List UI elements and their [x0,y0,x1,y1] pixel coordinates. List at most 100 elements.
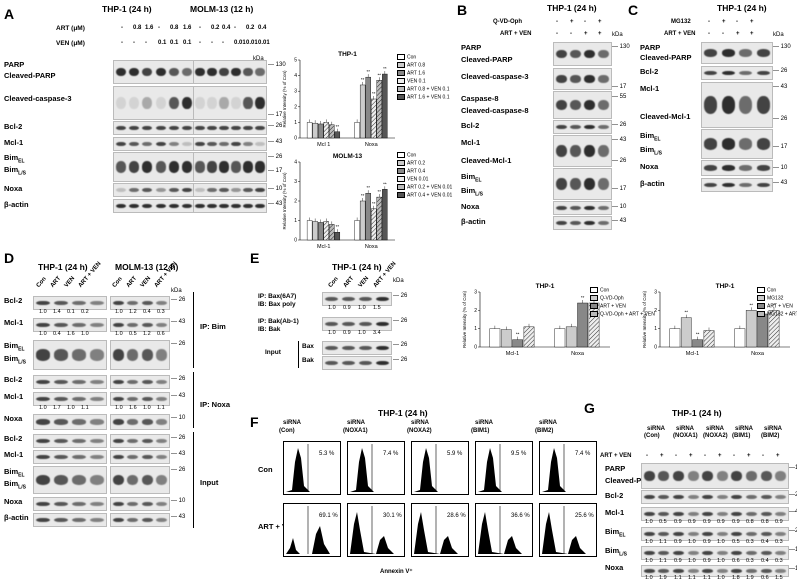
sig-marker: ** [684,310,688,315]
panel-b-sign: + [598,31,602,37]
band [731,471,743,481]
band [141,349,153,361]
bar-art-ven [692,339,703,348]
panel-g-blot-label: PARP [605,464,626,473]
panel-g-blot-label: Noxa [605,563,624,572]
legend-swatch [590,303,598,309]
panel-e-label: Input [265,349,281,356]
panel-d-blot-right [110,414,170,430]
sig-marker: ** [581,295,585,300]
panel-d-blot-right [110,318,170,332]
band [115,161,126,173]
band [90,379,104,385]
band [359,321,372,327]
band [231,203,241,209]
band [195,67,205,77]
sig-marker: ** [336,124,340,129]
panel-c-sign: - [722,31,724,37]
panel-b-blot-label: Cleaved-caspase-3 [461,72,529,81]
panel-g-quant: 0.9 [674,519,682,525]
band [716,569,728,573]
panel-b-blot [553,68,612,90]
band [128,141,140,147]
band [142,161,153,173]
panel-g-blot [641,527,789,541]
panel-d-lane-label-r: ART [125,275,139,289]
panel-a-ven-sign: 0.1 [170,40,179,46]
bar-hatch [768,310,780,347]
panel-c-blot-label: BimEL [640,131,661,143]
band [760,494,772,500]
panel-f-histogram [347,503,405,557]
panel-a-marker: — 10 [268,186,283,192]
band [598,99,610,111]
band [716,471,728,481]
panel-a-kda: kDa [253,56,264,62]
panel-d-input: Input [200,478,219,487]
band [643,569,655,573]
panel-c-blot-label: Noxa [640,162,659,171]
panel-f-title: THP-1 (24 h) [378,408,428,418]
legend-swatch [397,184,405,190]
panel-c-marker: — 130 [773,44,791,50]
panel-d-quant-left: 1.1 [81,405,89,411]
panel-e-label: IP: Bax(6A7) [258,293,297,300]
band [704,182,718,188]
panel-f-histogram [475,441,533,495]
panel-letter-e: E [250,250,260,266]
band [54,419,68,425]
band [756,165,770,171]
panel-e-label: Bak [302,357,314,364]
panel-b-blot-label: Caspase-8 [461,94,499,103]
panel-c-marker: — 43 [773,84,788,90]
bar-art-1-6 [318,123,324,139]
panel-g-quant: 1.1 [674,575,682,581]
panel-b-blot-label: Cleaved-caspase-8 [461,106,529,115]
panel-d-blot-label: Mcl-1 [4,318,24,327]
panel-e-bracket [298,341,299,368]
panel-g-quant: 0.9 [717,519,725,525]
band [207,96,217,110]
panel-g-quant: 1.0 [717,575,725,581]
legend-entry: ART + VEN [757,303,793,309]
bar-hatch [329,224,335,240]
histogram-plot [542,444,566,492]
histogram-shape [414,448,438,492]
panel-c-sign: + [750,31,754,37]
band [127,474,139,486]
chart-title: THP-1 [338,51,357,58]
band [156,438,168,444]
panel-c-sign: + [736,31,740,37]
band [112,322,124,328]
band [90,517,104,523]
band [687,511,699,517]
panel-c-sign: - [708,31,710,37]
band [112,501,124,507]
legend-swatch [757,311,765,317]
band [643,531,655,537]
band [672,511,685,517]
panel-a-blot-right [193,86,267,120]
band [569,145,581,157]
panel-a-art-sign: - [121,25,123,31]
legend-label: Con [407,54,417,61]
x-tick-label: Mcl-1 [506,351,519,357]
panel-a-blot-label: Noxa [4,184,23,193]
panel-f-percent: 5.9 % [447,451,463,457]
legend-label: ART 0.4 [407,168,426,175]
panel-c-blot-label: Cleaved-Mcl-1 [640,112,691,121]
panel-a-ven-sign: - [133,40,135,46]
panel-g-quant: 1.0 [645,519,653,525]
panel-a-marker: — 43 [268,201,283,207]
band [155,187,166,193]
panel-g-sign: + [718,453,722,459]
panel-b-blot-label: Cleaved-PARP [461,55,513,64]
legend-entry: ART + VEN [590,303,626,309]
panel-c-kda: kDa [773,32,784,38]
sig-marker: ** [366,69,370,74]
panel-a-blot-left [113,199,195,213]
y-tick-label: 0 [294,238,297,244]
panel-a-art-label: ART (μM) [56,25,85,32]
panel-g-quant: 0.6 [732,558,740,564]
panel-a-art-sign: 1.6 [145,25,154,31]
